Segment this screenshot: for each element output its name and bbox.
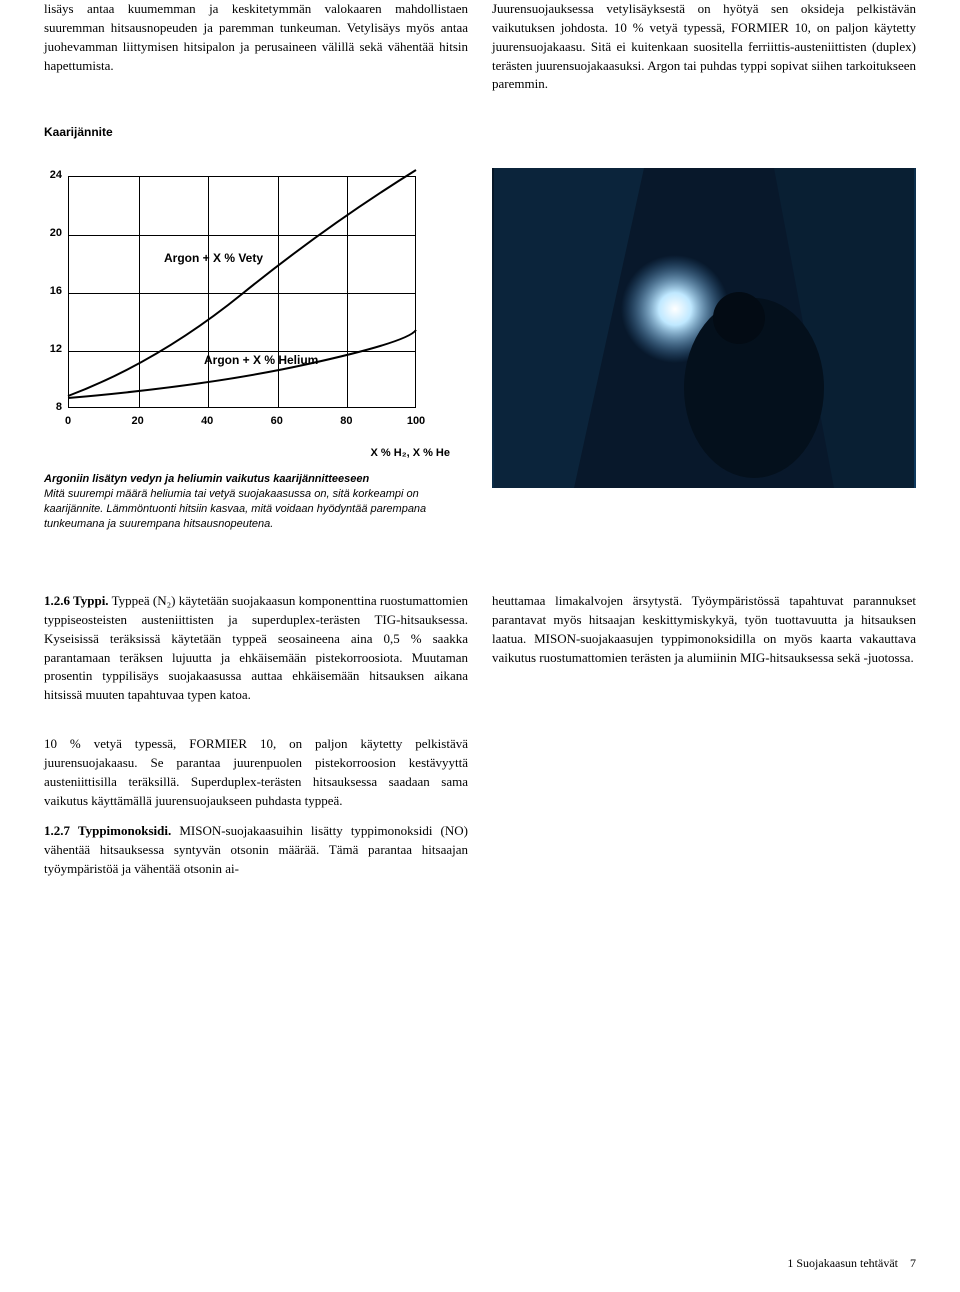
intro-left-paragraph: lisäys antaa kuumemman ja keskitetymmän … — [44, 0, 468, 94]
footer-section-name: 1 Suojakaasun tehtävät — [787, 1256, 898, 1270]
x-tick-label: 80 — [340, 414, 352, 430]
section-1-2-6-p2: 10 % vetyä typessä, FORMIER 10, on paljo… — [44, 735, 468, 810]
section-1-2-6-heading: 1.2.6 Typpi. — [44, 593, 109, 608]
voltage-chart: 24 20 16 12 8 0 20 40 60 80 100 Argon + … — [44, 150, 434, 440]
x-axis-title: X % H₂, X % He — [44, 446, 450, 462]
y-tick-label: 12 — [40, 342, 62, 358]
section-1-2-6-text: Typpeä (N₂) käytetään suojakaasun kompon… — [44, 593, 468, 702]
section-1-2-7-heading: 1.2.7 Typpimonoksidi. — [44, 823, 171, 838]
page-footer: 1 Suojakaasun tehtävät 7 — [787, 1255, 916, 1272]
y-tick-label: 8 — [40, 400, 62, 416]
x-tick-label: 60 — [271, 414, 283, 430]
chart-curves — [68, 176, 416, 408]
x-tick-label: 40 — [201, 414, 213, 430]
y-tick-label: 24 — [40, 168, 62, 184]
y-tick-label: 20 — [40, 226, 62, 242]
y-tick-label: 16 — [40, 284, 62, 300]
intro-right-paragraph: Juurensuojauksessa vetylisäyksestä on hy… — [492, 0, 916, 94]
x-tick-label: 20 — [131, 414, 143, 430]
chart-caption-body: Mitä suurempi määrä heliumia tai vetyä s… — [44, 487, 468, 532]
x-tick-label: 100 — [407, 414, 425, 430]
chart-title: Kaarijännite — [44, 124, 468, 141]
x-tick-label: 0 — [65, 414, 71, 430]
welding-photo — [492, 168, 916, 488]
section-1-2-7: 1.2.7 Typpimonoksidi. MISON-suojakaasuih… — [44, 822, 468, 879]
section-1-2-6-p1: 1.2.6 Typpi. Typpeä (N₂) käytetään suoja… — [44, 592, 468, 705]
footer-page-number: 7 — [910, 1256, 916, 1270]
right-continuation-paragraph: heuttamaa limakalvojen ärsytystä. Työymp… — [492, 592, 916, 717]
chart-caption-title: Argoniin lisätyn vedyn ja heliumin vaiku… — [44, 472, 468, 488]
